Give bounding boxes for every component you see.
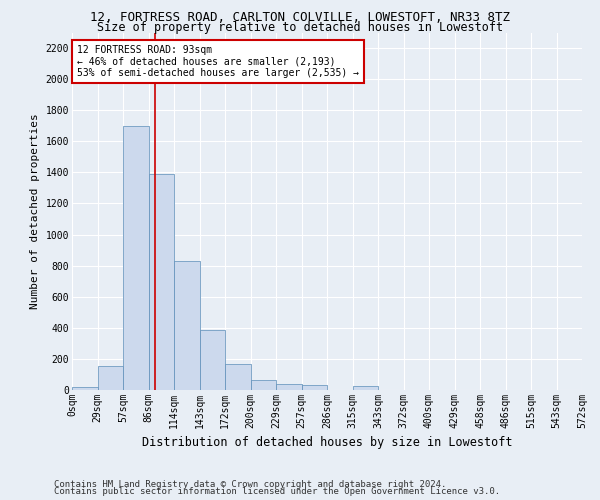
Bar — [251, 380, 276, 390]
Text: Contains HM Land Registry data © Crown copyright and database right 2024.: Contains HM Land Registry data © Crown c… — [54, 480, 446, 489]
Bar — [353, 386, 378, 390]
Bar — [302, 386, 327, 390]
Bar — [174, 261, 199, 390]
Bar — [97, 366, 123, 390]
Text: Contains public sector information licensed under the Open Government Licence v3: Contains public sector information licen… — [54, 487, 500, 496]
Bar — [225, 364, 251, 390]
Bar — [199, 330, 225, 390]
Text: Size of property relative to detached houses in Lowestoft: Size of property relative to detached ho… — [97, 21, 503, 34]
Bar — [149, 174, 174, 390]
Bar — [276, 384, 302, 390]
X-axis label: Distribution of detached houses by size in Lowestoft: Distribution of detached houses by size … — [142, 436, 512, 450]
Text: 12, FORTRESS ROAD, CARLTON COLVILLE, LOWESTOFT, NR33 8TZ: 12, FORTRESS ROAD, CARLTON COLVILLE, LOW… — [90, 11, 510, 24]
Bar — [72, 387, 97, 390]
Text: 12 FORTRESS ROAD: 93sqm
← 46% of detached houses are smaller (2,193)
53% of semi: 12 FORTRESS ROAD: 93sqm ← 46% of detache… — [77, 45, 359, 78]
Y-axis label: Number of detached properties: Number of detached properties — [30, 114, 40, 309]
Bar — [123, 126, 149, 390]
